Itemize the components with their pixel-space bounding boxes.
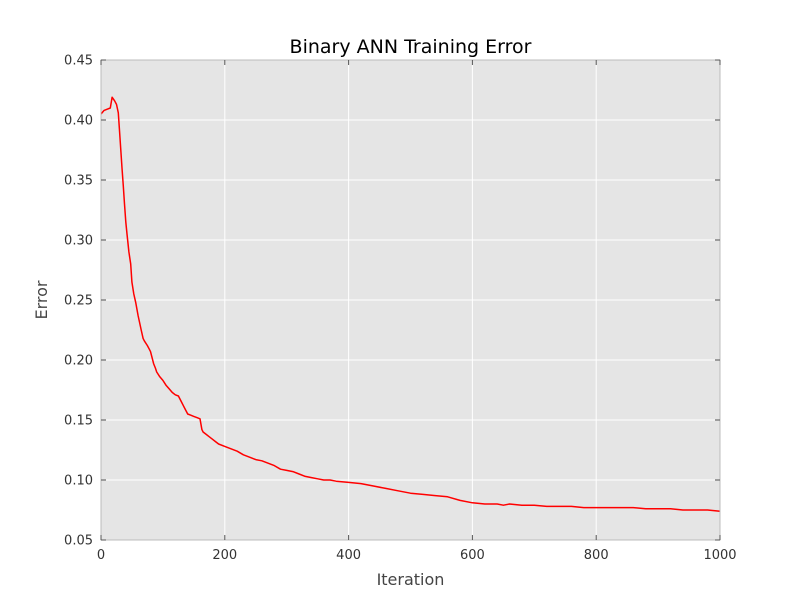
x-axis-label: Iteration [377,570,445,589]
x-tick-label: 200 [212,548,237,563]
series-layer [100,96,721,512]
y-tick-label: 0.20 [64,354,93,369]
x-tick-label: 0 [97,548,105,563]
y-tick-label: 0.30 [64,234,93,249]
y-tick-label: 0.15 [64,414,93,429]
y-tick-label: 0.05 [64,534,93,549]
series-line [100,96,721,512]
x-tick-label: 1000 [703,548,736,563]
y-tick-label: 0.35 [64,174,93,189]
ticks: 0 200 400 600 800 1000 0.05 0.10 0.15 0.20 0.25 0.3… [64,54,737,564]
x-tick-label: 600 [460,548,485,563]
y-tick-label: 0.45 [64,54,93,69]
y-axis-label: Error [32,280,51,319]
x-tick-label: 400 [336,548,361,563]
y-tick-label: 0.25 [64,294,93,309]
y-tick-label: 0.40 [64,114,93,129]
y-tick-label: 0.10 [64,474,93,489]
chart-title: Binary ANN Training Error [290,36,532,58]
x-tick-label: 800 [584,548,609,563]
